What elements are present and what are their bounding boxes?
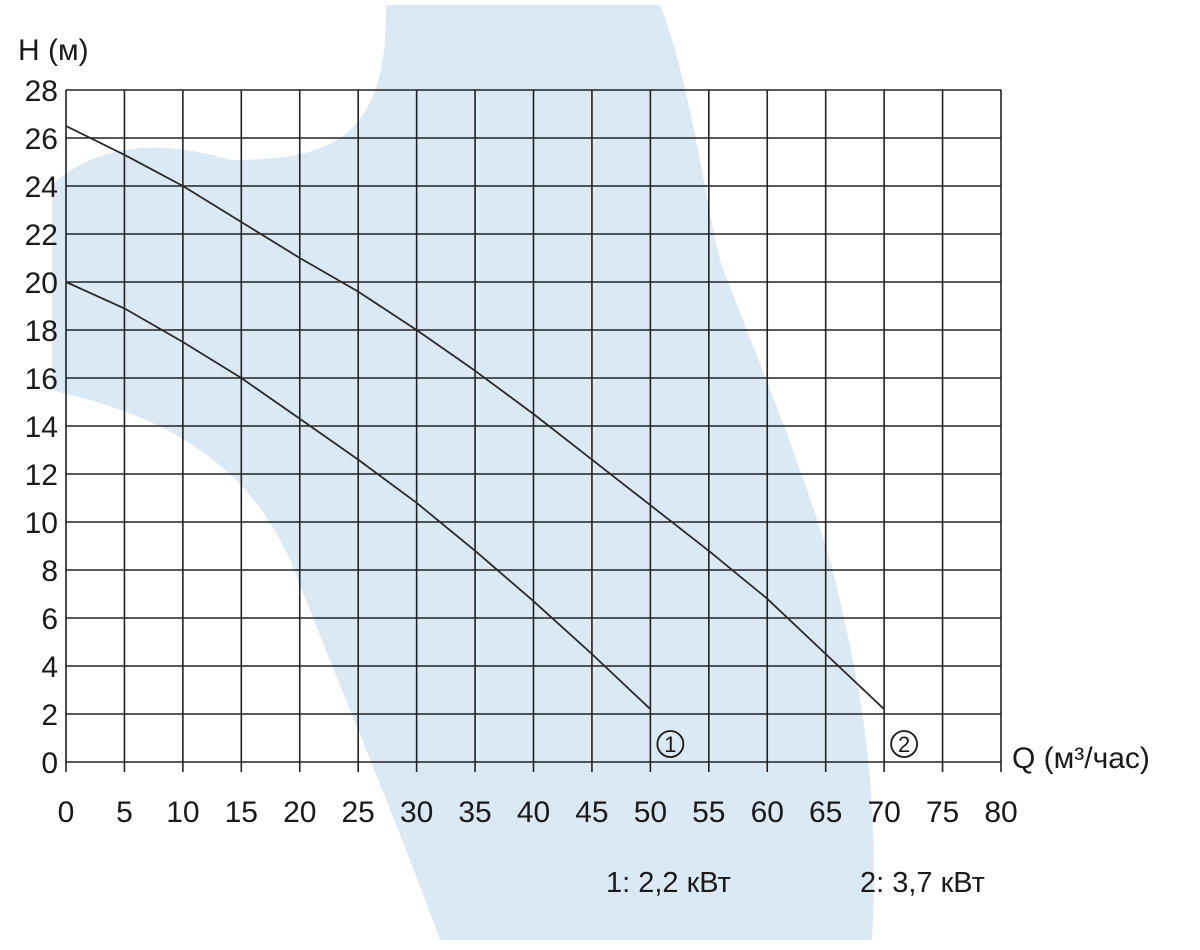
y-tick-label: 12 xyxy=(25,459,58,492)
y-tick-label: 6 xyxy=(41,603,58,636)
legend-entry-1: 1: 2,2 кВт xyxy=(606,867,731,899)
x-tick-label: 10 xyxy=(166,796,199,829)
grid xyxy=(65,89,1002,772)
x-tick-label: 70 xyxy=(867,796,900,829)
x-tick-label: 25 xyxy=(342,796,375,829)
series-marker-circle-2 xyxy=(890,730,919,758)
x-tick-label: 45 xyxy=(575,796,608,829)
y-tick-label: 8 xyxy=(41,555,58,588)
x-tick-label: 20 xyxy=(283,796,316,829)
x-tick-label: 40 xyxy=(517,796,550,829)
x-tick-labels: 0 5 10 15 20 25 30 35 40 45 50 55 60 65 70 75 80 xyxy=(58,796,1018,829)
y-tick-label: 18 xyxy=(25,315,58,348)
y-tick-label: 4 xyxy=(41,651,58,684)
y-tick-label: 22 xyxy=(25,219,58,252)
x-tick-label: 5 xyxy=(116,796,133,829)
x-tick-label: 55 xyxy=(692,796,725,829)
x-tick-label: 50 xyxy=(634,796,667,829)
series-marker-label-1: 1 xyxy=(664,732,676,757)
x-tick-label: 65 xyxy=(809,796,842,829)
background-watermark-shape xyxy=(52,5,874,940)
y-tick-label: 24 xyxy=(25,171,58,204)
series-line-2 xyxy=(65,125,885,710)
y-tick-label: 28 xyxy=(25,75,58,108)
x-axis-title: Q (м³/час) xyxy=(1012,742,1150,775)
y-tick-label: 0 xyxy=(41,747,58,780)
x-tick-label: 30 xyxy=(400,796,433,829)
y-tick-label: 20 xyxy=(25,267,58,300)
x-tick-label: 35 xyxy=(458,796,491,829)
y-tick-label: 2 xyxy=(41,699,58,732)
x-tick-label: 60 xyxy=(751,796,784,829)
y-tick-label: 16 xyxy=(25,363,58,396)
legend-entry-2: 2: 3,7 кВт xyxy=(860,867,985,899)
x-tick-label: 80 xyxy=(984,796,1017,829)
x-tick-label: 15 xyxy=(225,796,258,829)
x-tick-label: 75 xyxy=(926,796,959,829)
y-tick-label: 14 xyxy=(25,411,58,444)
x-tick-label: 0 xyxy=(58,796,75,829)
series-marker-label-2: 2 xyxy=(898,732,910,757)
y-axis-title: H (м) xyxy=(18,34,89,67)
series-marker-circle-1 xyxy=(656,730,685,758)
series-layer xyxy=(65,125,885,710)
series-line-1 xyxy=(65,281,652,710)
y-tick-label: 26 xyxy=(25,123,58,156)
y-tick-label: 10 xyxy=(25,507,58,540)
